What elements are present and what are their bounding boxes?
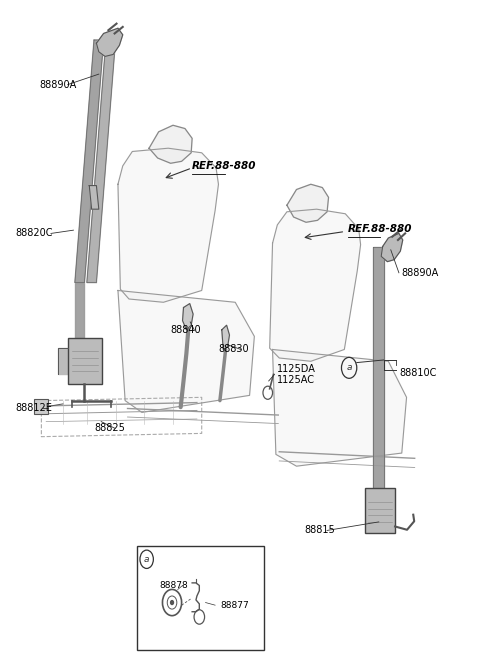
Polygon shape [270,209,360,361]
Polygon shape [87,40,116,283]
Text: 88840: 88840 [170,325,201,336]
Text: 88810C: 88810C [399,368,436,378]
Text: 88820C: 88820C [15,229,52,238]
Bar [365,488,395,533]
Polygon shape [75,283,84,338]
Text: 88812E: 88812E [15,403,52,413]
Bar [34,399,48,414]
Polygon shape [149,125,192,164]
Polygon shape [75,40,104,283]
Text: 88815: 88815 [305,526,336,535]
Polygon shape [182,304,193,330]
Polygon shape [58,348,68,374]
Text: 88877: 88877 [220,600,249,610]
Polygon shape [96,28,123,57]
Text: 1125DA: 1125DA [277,364,316,374]
Polygon shape [222,325,229,350]
Polygon shape [381,233,403,261]
Polygon shape [273,350,407,466]
Polygon shape [373,246,384,515]
Text: REF.88-880: REF.88-880 [348,224,412,234]
Text: a: a [144,555,149,564]
Polygon shape [118,290,254,413]
Bar [137,546,264,650]
Text: 88830: 88830 [218,344,249,355]
Text: a: a [347,363,352,373]
Text: 1125AC: 1125AC [277,374,315,384]
Polygon shape [89,185,99,209]
Text: REF.88-880: REF.88-880 [192,161,257,171]
Circle shape [170,600,173,604]
Text: 88890A: 88890A [402,268,439,278]
Bar [68,338,102,384]
Text: 88825: 88825 [94,423,125,433]
Text: 88878: 88878 [159,581,188,590]
Text: 88890A: 88890A [39,79,76,89]
Polygon shape [118,148,218,302]
Polygon shape [287,184,328,222]
